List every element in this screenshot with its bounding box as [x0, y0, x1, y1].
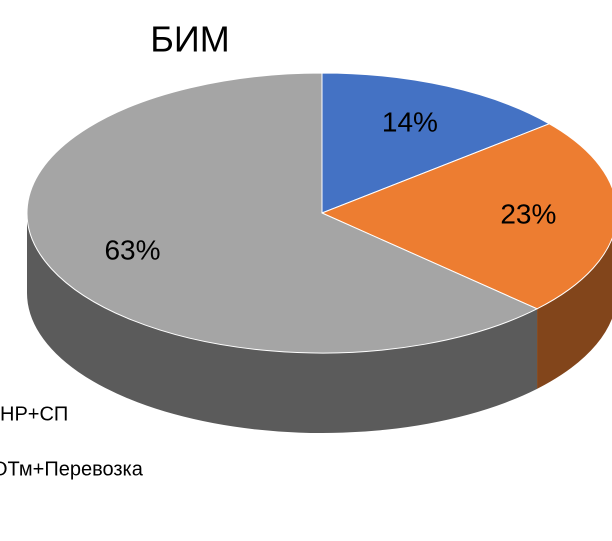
slice [321, 72, 551, 214]
slice [26, 72, 539, 354]
chart-title: БИМ [150, 19, 230, 60]
data-label: 23% [500, 198, 556, 229]
slice-side [27, 213, 538, 433]
slice [320, 123, 612, 310]
legend-label: НР+СП [0, 403, 68, 425]
data-label: 14% [382, 107, 438, 138]
data-label: 63% [104, 234, 160, 265]
legend-label: ОТм+Перевозка [0, 458, 144, 480]
slice-side [537, 238, 612, 389]
